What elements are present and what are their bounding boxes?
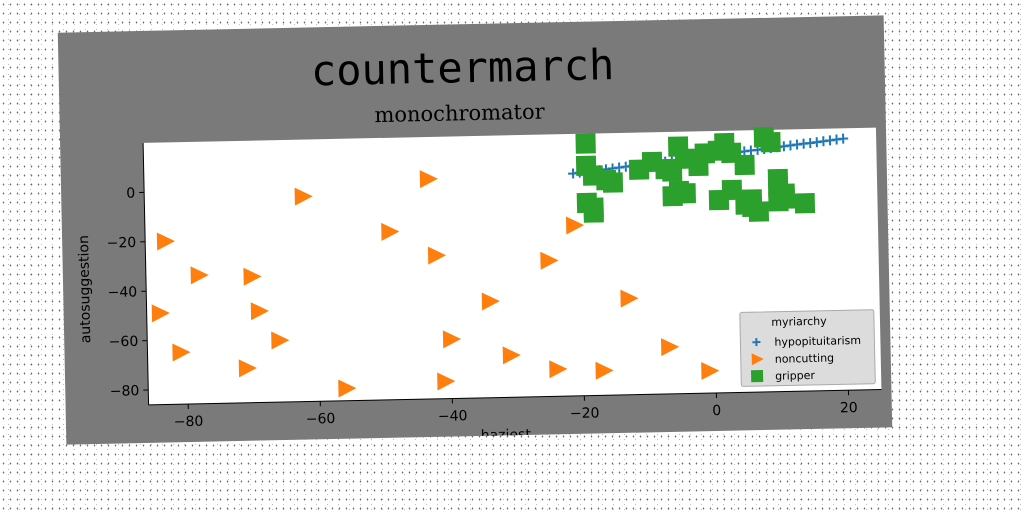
y-tick-label: 0 <box>126 186 135 202</box>
series-gripper <box>575 127 816 223</box>
data-point <box>243 267 262 286</box>
data-point <box>794 193 816 214</box>
data-point <box>768 191 789 212</box>
legend-entry-label: gripper <box>775 369 816 383</box>
x-tick-label: 0 <box>712 403 721 419</box>
data-point <box>701 362 720 381</box>
legend: myriarchy hypopituitarism noncutting gripp… <box>739 309 876 387</box>
chart-title: countermarch <box>310 40 614 95</box>
data-point <box>156 232 175 251</box>
x-axis-label: haziest <box>481 427 532 444</box>
y-axis-line <box>142 142 150 405</box>
data-point <box>565 216 585 235</box>
data-point <box>381 222 400 241</box>
data-marks <box>151 127 849 398</box>
series-noncutting <box>151 170 720 398</box>
data-point <box>620 289 639 308</box>
legend-entry-label: noncutting <box>775 352 835 366</box>
data-point <box>151 304 170 323</box>
legend-title: myriarchy <box>771 315 827 329</box>
data-point <box>250 302 269 321</box>
data-point <box>481 292 500 311</box>
y-tick-label: −80 <box>110 383 140 400</box>
data-point <box>595 361 614 380</box>
data-point <box>172 343 191 362</box>
data-point <box>575 133 596 154</box>
axes: −80 −60 −40 −20 0 20 0 −20 −40 −60 −80 <box>106 142 882 431</box>
x-tick-label: −60 <box>306 411 336 428</box>
legend-box <box>739 309 876 387</box>
y-tick-label: −20 <box>106 235 136 252</box>
legend-entry-label: hypopituitarism <box>774 334 861 349</box>
legend-marker <box>751 353 764 366</box>
data-point <box>294 187 313 206</box>
data-point <box>748 201 770 222</box>
data-point <box>502 346 521 365</box>
data-point <box>675 183 696 204</box>
x-tick-label: −40 <box>438 408 468 425</box>
scatter-chart: countermarch monochromator −80 −60 −40 −20 0… <box>76 40 882 444</box>
data-point <box>760 131 781 153</box>
data-point <box>338 379 357 398</box>
data-point <box>271 331 290 350</box>
y-tick-label: −60 <box>109 334 139 351</box>
data-point <box>442 330 462 349</box>
legend-marker <box>750 369 764 383</box>
data-point <box>838 133 849 144</box>
y-axis-label: autosuggestion <box>76 235 94 343</box>
data-point <box>427 246 447 265</box>
data-point <box>734 154 755 176</box>
data-point <box>660 338 680 357</box>
chart-subtitle: monochromator <box>374 99 546 127</box>
data-point <box>437 372 456 391</box>
x-tick-label: 20 <box>840 400 858 416</box>
data-point <box>419 170 438 189</box>
data-point <box>190 266 209 285</box>
x-tick-label: −80 <box>174 414 204 431</box>
data-point <box>238 359 257 378</box>
plot-area <box>143 127 882 405</box>
x-tick-label: −20 <box>570 405 600 422</box>
data-point <box>602 172 624 193</box>
legend-marker <box>752 338 761 347</box>
y-tick-label: −40 <box>108 284 138 301</box>
chart-figure: countermarch monochromator −80 −60 −40 −20 0… <box>57 15 893 445</box>
data-point <box>540 251 559 270</box>
data-point <box>583 202 604 223</box>
x-axis-line <box>148 389 882 406</box>
data-point <box>549 360 568 379</box>
